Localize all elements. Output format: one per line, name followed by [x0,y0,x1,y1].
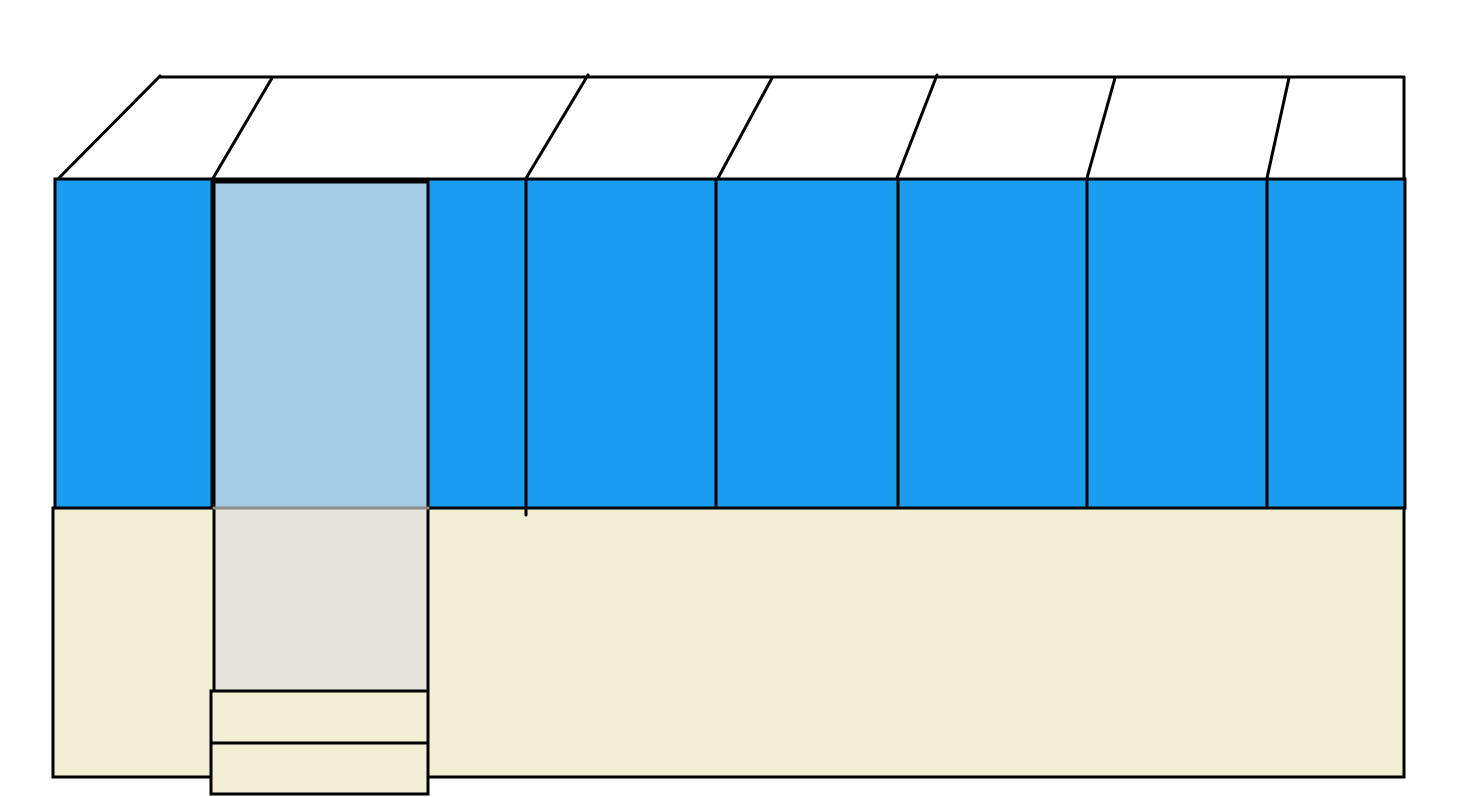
roof-diagonal [1265,76,1291,180]
roof-diagonal [895,73,939,180]
roof-diagonal [55,74,162,182]
highlight-lower [212,506,430,694]
small-box [209,689,430,745]
roof-diagonal [715,76,774,182]
small-box [209,741,430,796]
roof-diagonal [523,73,590,182]
roof-diagonal [210,76,274,182]
roof-diagonal [1085,76,1117,180]
highlight-column [212,180,430,510]
